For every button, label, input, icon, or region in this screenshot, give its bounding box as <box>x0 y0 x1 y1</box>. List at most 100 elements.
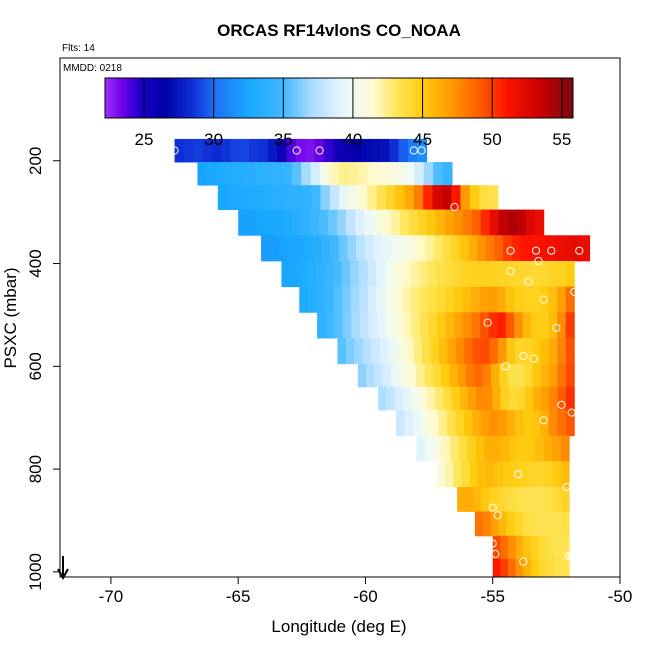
heatmap-cell <box>396 338 406 365</box>
heatmap-cell <box>301 185 312 210</box>
colorbar-swatch <box>288 78 293 118</box>
heatmap-cell <box>486 461 496 488</box>
heatmap-cell <box>338 235 349 262</box>
heatmap-cell <box>468 235 478 262</box>
heatmap-cell <box>552 435 562 462</box>
colorbar-swatch <box>275 78 280 118</box>
heatmap-cell <box>442 235 452 262</box>
heatmap-cell <box>356 235 366 262</box>
heatmap-cell <box>435 386 445 411</box>
heatmap-cell <box>432 185 443 210</box>
heatmap-cell <box>361 138 372 163</box>
heatmap-cell <box>183 138 194 163</box>
colorbar-swatch <box>479 78 484 118</box>
heatmap-cell <box>341 260 351 288</box>
heatmap-cell <box>433 235 444 262</box>
heatmap-cell <box>295 138 306 163</box>
heatmap-cell <box>363 209 374 236</box>
heatmap-cell <box>454 312 464 339</box>
sample-point <box>552 323 561 332</box>
heatmap-cell <box>482 363 492 388</box>
heatmap-cell <box>348 162 359 186</box>
heatmap-cell <box>537 235 547 262</box>
heatmap-cell <box>206 162 217 186</box>
heatmap-cell <box>514 410 524 437</box>
sample-point <box>529 354 538 363</box>
colorbar-swatch <box>445 78 450 118</box>
heatmap-cell <box>370 138 381 163</box>
heatmap-cell <box>239 138 250 163</box>
colorbar-swatch <box>345 78 350 118</box>
colorbar-swatch <box>335 78 340 118</box>
heatmap-cell <box>424 435 434 462</box>
heatmap-cell <box>505 487 514 512</box>
heatmap-cell <box>560 461 570 488</box>
heatmap-cell <box>553 559 563 577</box>
heatmap-cell <box>425 235 435 262</box>
heatmap-cell <box>217 185 228 210</box>
sample-point <box>409 146 418 155</box>
colorbar-swatch <box>422 78 427 118</box>
heatmap-cell <box>525 209 536 236</box>
colorbar-swatch <box>365 78 370 118</box>
heatmap-cell <box>557 386 567 411</box>
heatmap-cell <box>416 363 425 388</box>
heatmap-cell <box>357 363 367 388</box>
flights-label: Flts: 14 <box>62 43 95 54</box>
sample-point <box>531 246 541 255</box>
heatmap-cell <box>496 260 506 288</box>
colorbar-swatch <box>385 78 390 118</box>
heatmap-cell <box>354 338 364 365</box>
colorbar-swatch <box>325 78 330 118</box>
heatmap-cell <box>283 209 293 236</box>
colorbar-swatch <box>215 78 220 118</box>
heatmap-cell <box>561 511 570 537</box>
colorbar-swatch <box>145 78 149 118</box>
colorbar-swatch <box>412 78 417 118</box>
heatmap-cell <box>506 338 516 365</box>
colorbar-tick-label: 40 <box>343 130 362 149</box>
heatmap-cell <box>428 312 438 339</box>
heatmap-cell <box>513 260 524 288</box>
heatmap-cell <box>505 260 515 288</box>
heatmap-cell <box>501 435 511 462</box>
sample-point <box>315 146 324 155</box>
heatmap-cell <box>292 185 303 210</box>
colorbar-swatch <box>188 78 193 118</box>
heatmap-cell <box>333 260 343 288</box>
heatmap-cell <box>295 235 305 262</box>
heatmap-cell <box>489 410 499 437</box>
heatmap-cell <box>556 260 567 288</box>
heatmap-cell <box>453 461 463 488</box>
colorbar-swatch <box>526 78 531 118</box>
heatmap-cell <box>261 235 271 262</box>
colorbar-swatch <box>248 78 253 118</box>
x-tick-label: -55 <box>480 587 505 606</box>
colorbar-swatch <box>552 78 557 118</box>
heatmap-cell <box>441 363 450 388</box>
heatmap-cell <box>419 286 429 313</box>
heatmap-cell <box>404 185 415 210</box>
colorbar-swatch <box>462 78 467 118</box>
heatmap-cell <box>506 410 516 437</box>
heatmap-cell <box>273 185 284 210</box>
heatmap-cell <box>566 386 575 411</box>
heatmap-cell <box>258 138 269 163</box>
heatmap-cell <box>445 286 455 313</box>
colorbar-swatch <box>405 78 410 118</box>
heatmap-cell <box>317 312 327 339</box>
sample-point <box>519 557 528 566</box>
colorbar-swatch <box>536 78 541 118</box>
colorbar-swatch <box>402 78 407 118</box>
colorbar-swatch <box>315 78 320 118</box>
y-axis: 200 400 600 800 1000 <box>26 147 60 591</box>
colorbar-swatch <box>175 78 180 118</box>
colorbar-swatch <box>161 78 166 118</box>
colorbar-swatch <box>282 78 287 118</box>
heatmap-cell <box>490 511 500 537</box>
y-axis-label: PSXC (mbar) <box>1 267 20 368</box>
direction-arrow-icon <box>57 556 69 581</box>
colorbar-swatch <box>382 78 387 118</box>
heatmap-cell <box>453 209 464 236</box>
heatmap-cell <box>459 235 470 262</box>
